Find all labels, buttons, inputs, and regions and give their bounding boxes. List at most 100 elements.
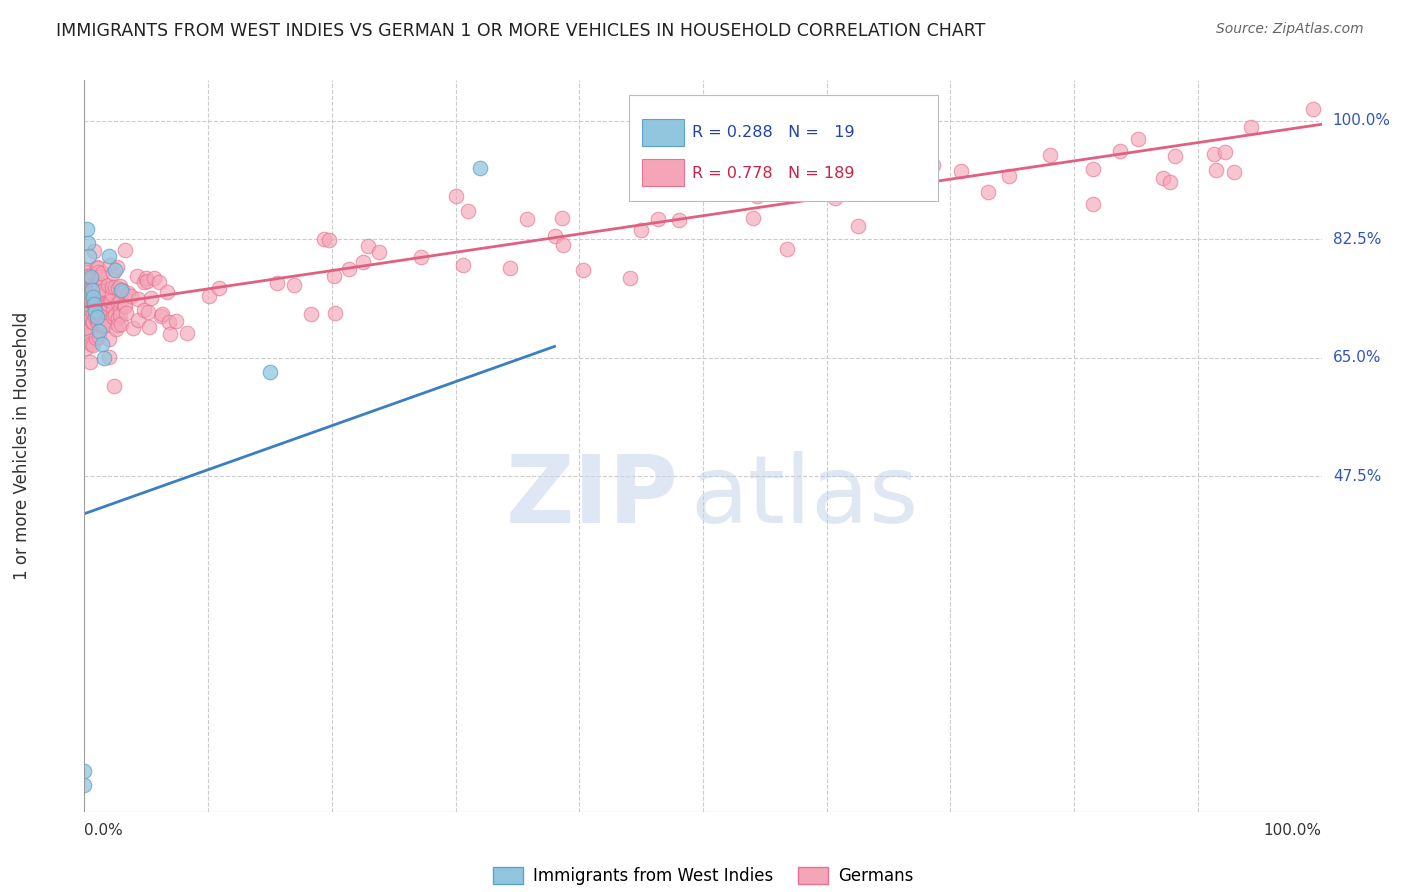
Point	[79, 269, 101, 284]
Point	[921, 158, 943, 172]
Text: 100.0%: 100.0%	[1264, 822, 1322, 838]
Point	[82, 338, 104, 352]
Point	[87, 306, 110, 320]
Point	[165, 314, 187, 328]
Point	[90, 337, 112, 351]
Point	[83, 277, 105, 291]
Point	[745, 188, 768, 202]
Point	[82, 290, 104, 304]
Point	[1223, 165, 1246, 179]
Point	[322, 268, 344, 283]
Point	[91, 266, 114, 280]
Point	[120, 289, 142, 303]
Point	[98, 249, 121, 263]
Text: atlas: atlas	[690, 451, 920, 543]
Point	[314, 232, 336, 246]
Point	[79, 249, 101, 263]
Point	[647, 211, 669, 226]
Point	[553, 238, 575, 252]
Point	[75, 315, 97, 329]
Point	[630, 223, 652, 237]
Point	[76, 277, 98, 292]
Point	[299, 307, 322, 321]
Point	[668, 213, 690, 227]
Point	[198, 289, 221, 303]
Point	[79, 322, 101, 336]
Point	[457, 203, 479, 218]
Point	[107, 281, 129, 295]
Point	[142, 270, 165, 285]
Point	[77, 235, 100, 250]
Point	[1240, 120, 1263, 134]
Point	[75, 265, 97, 279]
Point	[79, 334, 101, 348]
Point	[86, 310, 108, 325]
Point	[76, 286, 98, 301]
Point	[139, 291, 162, 305]
Point	[97, 301, 120, 316]
Point	[108, 302, 131, 317]
Point	[103, 266, 125, 280]
Point	[90, 309, 112, 323]
Point	[86, 276, 108, 290]
Point	[619, 271, 641, 285]
Point	[741, 211, 763, 225]
Point	[86, 296, 108, 310]
Text: 82.5%: 82.5%	[1333, 232, 1381, 247]
Point	[1205, 162, 1227, 177]
Point	[98, 294, 121, 309]
Text: 47.5%: 47.5%	[1333, 469, 1381, 484]
Point	[824, 190, 846, 204]
Text: R = 0.778   N = 189: R = 0.778 N = 189	[692, 166, 855, 181]
Point	[77, 286, 100, 301]
Point	[1202, 147, 1225, 161]
Point	[90, 297, 112, 311]
Point	[82, 305, 104, 319]
Point	[1083, 197, 1105, 211]
Point	[104, 263, 127, 277]
Point	[544, 228, 567, 243]
Point	[110, 283, 132, 297]
Point	[101, 280, 124, 294]
Point	[76, 328, 98, 343]
Point	[1164, 148, 1187, 162]
Point	[110, 294, 132, 309]
Point	[1126, 132, 1149, 146]
Point	[132, 276, 155, 290]
Point	[96, 305, 118, 319]
Point	[84, 303, 107, 318]
Point	[98, 258, 121, 272]
Point	[105, 260, 128, 274]
Point	[176, 326, 198, 341]
Point	[75, 331, 97, 345]
Point	[75, 297, 97, 311]
Point	[1213, 145, 1236, 159]
Point	[136, 305, 159, 319]
Point	[82, 281, 104, 295]
Point	[82, 293, 104, 307]
Point	[846, 219, 869, 233]
Point	[77, 311, 100, 326]
Point	[86, 302, 108, 317]
Text: R = 0.288   N =   19: R = 0.288 N = 19	[692, 126, 855, 140]
Point	[101, 310, 124, 324]
Point	[112, 297, 135, 311]
Point	[266, 276, 288, 290]
Point	[108, 308, 131, 322]
FancyBboxPatch shape	[643, 160, 685, 186]
Point	[80, 283, 103, 297]
Point	[148, 275, 170, 289]
Point	[138, 320, 160, 334]
Point	[87, 300, 110, 314]
Point	[107, 296, 129, 310]
Text: ZIP: ZIP	[505, 451, 678, 543]
Point	[77, 268, 100, 283]
Point	[87, 277, 110, 292]
Point	[91, 317, 114, 331]
Point	[98, 351, 121, 365]
Point	[89, 306, 111, 320]
Point	[337, 262, 360, 277]
Point	[82, 315, 104, 329]
Point	[76, 301, 98, 316]
Point	[104, 280, 127, 294]
